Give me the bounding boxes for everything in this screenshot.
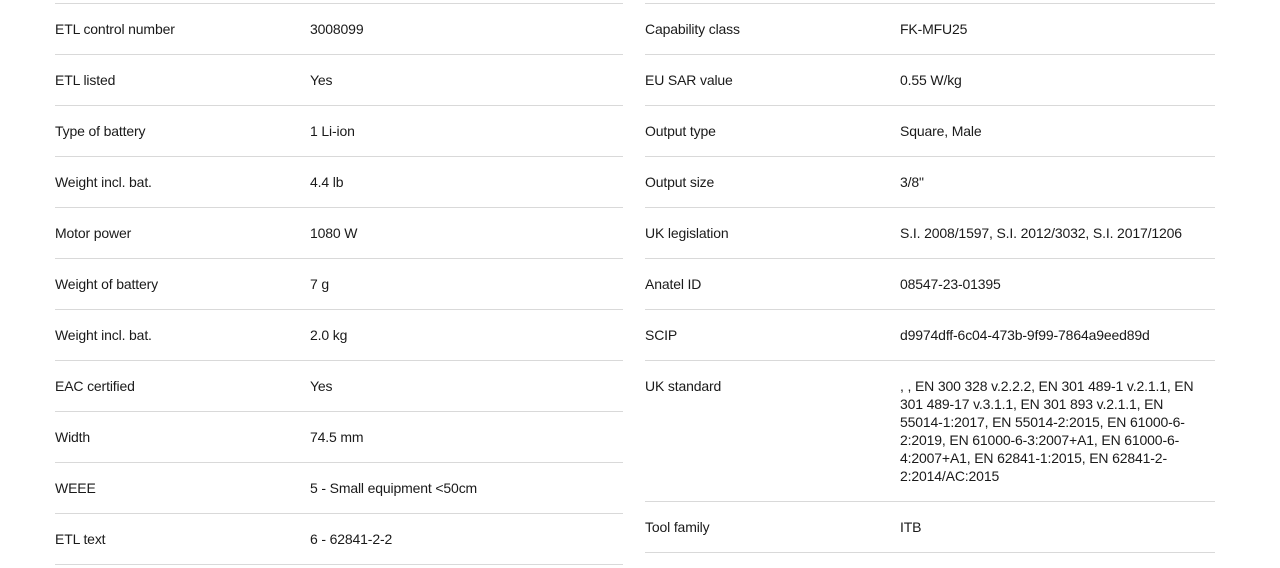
spec-label: UK standard: [645, 378, 722, 394]
spec-value: 2.0 kg: [310, 327, 348, 343]
spec-label: Motor power: [55, 225, 132, 241]
spec-row: ETL control number 3008099: [55, 3, 623, 54]
spec-label: Weight of battery: [55, 276, 159, 292]
spec-row: SCIP d9974dff-6c04-473b-9f99-7864a9eed89…: [645, 309, 1215, 360]
spec-value: ITB: [900, 519, 922, 535]
spec-label: Width: [55, 429, 91, 445]
spec-row: ETL text 6 - 62841-2-2: [55, 513, 623, 565]
spec-row: UK standard , , EN 300 328 v.2.2.2, EN 3…: [645, 360, 1215, 501]
spec-row: Tool family ITB: [645, 501, 1215, 553]
spec-label: Output size: [645, 174, 715, 190]
spec-label: Type of battery: [55, 123, 146, 139]
spec-label: SCIP: [645, 327, 678, 343]
spec-value: 3008099: [310, 21, 364, 37]
spec-value: Yes: [310, 72, 333, 88]
spec-value: 4.4 lb: [310, 174, 344, 190]
spec-value: 1 Li-ion: [310, 123, 355, 139]
spec-row: Weight incl. bat. 2.0 kg: [55, 309, 623, 360]
spec-label: EU SAR value: [645, 72, 733, 88]
spec-label: Tool family: [645, 519, 710, 535]
spec-row: Width 74.5 mm: [55, 411, 623, 462]
spec-value: d9974dff-6c04-473b-9f99-7864a9eed89d: [900, 327, 1150, 343]
spec-value: 6 - 62841-2-2: [310, 531, 393, 547]
spec-row: UK legislation S.I. 2008/1597, S.I. 2012…: [645, 207, 1215, 258]
spec-value: 7 g: [310, 276, 330, 292]
spec-row: Anatel ID 08547-23-01395: [645, 258, 1215, 309]
spec-label: Anatel ID: [645, 276, 702, 292]
spec-label: EAC certified: [55, 378, 135, 394]
spec-row: Capability class FK-MFU25: [645, 3, 1215, 54]
spec-table-left-column: ETL control number 3008099 ETL listed Ye…: [55, 3, 623, 565]
spec-value: 1080 W: [310, 225, 358, 241]
spec-label: Weight incl. bat.: [55, 174, 152, 190]
spec-label: WEEE: [55, 480, 96, 496]
spec-value: 0.55 W/kg: [900, 72, 962, 88]
spec-label: Capability class: [645, 21, 740, 37]
spec-value: FK-MFU25: [900, 21, 968, 37]
spec-value: 74.5 mm: [310, 429, 364, 445]
spec-label: UK legislation: [645, 225, 729, 241]
spec-row: WEEE 5 - Small equipment <50cm: [55, 462, 623, 513]
spec-row: Output size 3/8": [645, 156, 1215, 207]
spec-value: Yes: [310, 378, 333, 394]
spec-row: Output type Square, Male: [645, 105, 1215, 156]
spec-label: Weight incl. bat.: [55, 327, 152, 343]
spec-label: ETL text: [55, 531, 106, 547]
spec-table-right-column: Capability class FK-MFU25 EU SAR value 0…: [645, 3, 1215, 553]
spec-row: Weight incl. bat. 4.4 lb: [55, 156, 623, 207]
spec-value: 5 - Small equipment <50cm: [310, 480, 478, 496]
spec-value: S.I. 2008/1597, S.I. 2012/3032, S.I. 201…: [900, 225, 1182, 241]
spec-row: Motor power 1080 W: [55, 207, 623, 258]
spec-row: EAC certified Yes: [55, 360, 623, 411]
spec-label: Output type: [645, 123, 716, 139]
spec-row: EU SAR value 0.55 W/kg: [645, 54, 1215, 105]
spec-value: 08547-23-01395: [900, 276, 1001, 292]
spec-label: ETL listed: [55, 72, 116, 88]
spec-row: Type of battery 1 Li-ion: [55, 105, 623, 156]
spec-label: ETL control number: [55, 21, 175, 37]
spec-row: Weight of battery 7 g: [55, 258, 623, 309]
spec-value: , , EN 300 328 v.2.2.2, EN 301 489-1 v.2…: [900, 378, 1194, 484]
spec-value: Square, Male: [900, 123, 982, 139]
spec-value: 3/8": [900, 174, 924, 190]
spec-row: ETL listed Yes: [55, 54, 623, 105]
